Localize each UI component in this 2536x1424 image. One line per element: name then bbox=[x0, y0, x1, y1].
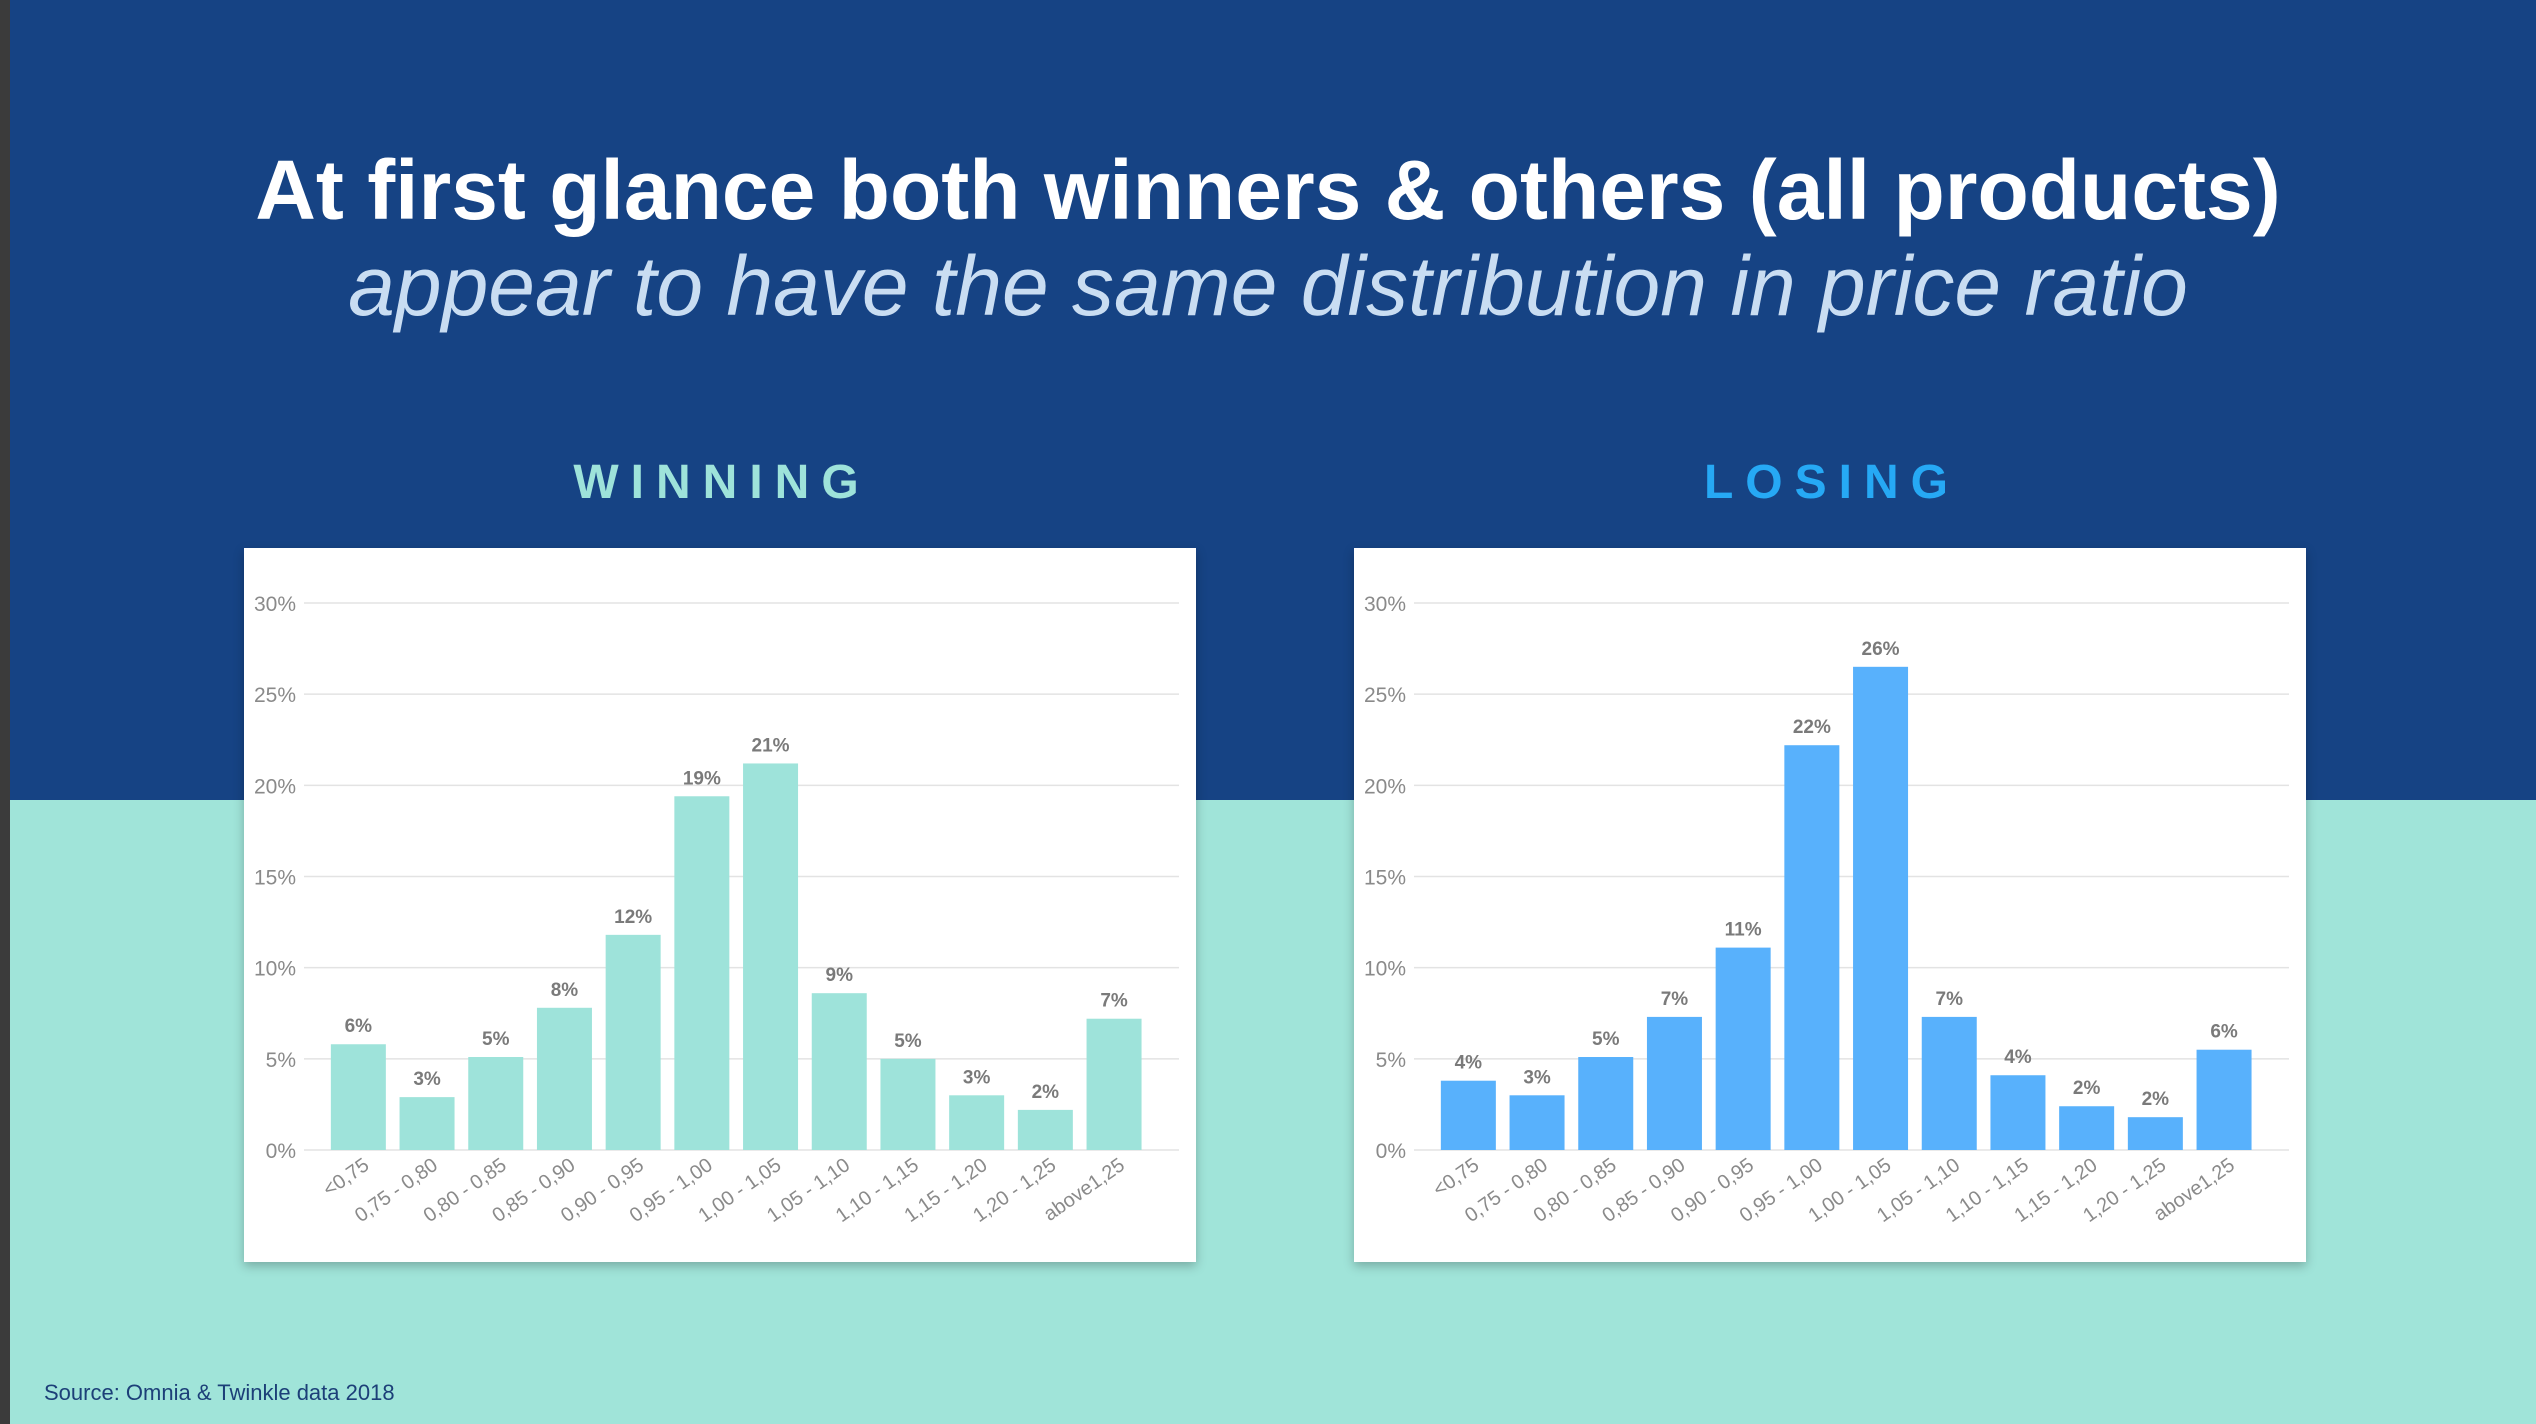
y-tick-label: 30% bbox=[1364, 593, 1406, 616]
data-label: 12% bbox=[614, 907, 652, 928]
data-label: 4% bbox=[2004, 1047, 2032, 1068]
bar bbox=[811, 993, 867, 1150]
bar bbox=[1017, 1109, 1073, 1150]
losing-label: LOSING bbox=[1703, 456, 1960, 509]
data-label: 19% bbox=[683, 768, 721, 789]
data-label: 3% bbox=[1523, 1067, 1551, 1088]
slide-subtitle: appear to have the same distribution in … bbox=[348, 239, 2188, 333]
y-tick-label: 20% bbox=[1364, 775, 1406, 798]
bar bbox=[880, 1058, 936, 1150]
bar bbox=[468, 1057, 524, 1150]
slide-title: At first glance both winners & others (a… bbox=[255, 143, 2281, 237]
y-tick-label: 20% bbox=[254, 775, 296, 798]
bar bbox=[1784, 745, 1840, 1150]
bar bbox=[1509, 1095, 1565, 1150]
bar bbox=[1646, 1016, 1702, 1150]
data-label: 7% bbox=[1100, 991, 1128, 1012]
y-tick-label: 25% bbox=[254, 684, 296, 707]
bar bbox=[743, 763, 799, 1150]
data-label: 3% bbox=[963, 1067, 991, 1088]
bar bbox=[2196, 1049, 2252, 1150]
data-label: 2% bbox=[1032, 1082, 1060, 1103]
y-tick-label: 10% bbox=[1364, 958, 1406, 981]
data-label: 6% bbox=[2210, 1022, 2238, 1043]
bar bbox=[2059, 1106, 2115, 1150]
bar bbox=[1440, 1080, 1496, 1150]
data-label: 2% bbox=[2142, 1089, 2170, 1110]
y-tick-label: 10% bbox=[254, 958, 296, 981]
bar bbox=[674, 796, 730, 1150]
winning-chart: 0%5%10%15%20%25%30%6%<0,753%0,75 - 0,805… bbox=[254, 593, 1179, 1227]
y-tick-label: 15% bbox=[1364, 867, 1406, 890]
x-tick-label: <0,75 bbox=[1429, 1154, 1483, 1201]
data-label: 22% bbox=[1793, 717, 1831, 738]
bar bbox=[1853, 666, 1909, 1150]
bar bbox=[536, 1007, 592, 1150]
data-label: 7% bbox=[1661, 989, 1689, 1010]
losing-chart-panel: 0% 5% 10% 15% 20% 25% 30% 4% <0,75 3% 0,75 - 0,80 5… bbox=[1354, 548, 2306, 1262]
bar bbox=[949, 1095, 1005, 1150]
y-tick-label: 0% bbox=[266, 1140, 296, 1163]
y-tick-label: 25% bbox=[1364, 684, 1406, 707]
bar bbox=[1578, 1057, 1634, 1150]
bar bbox=[2127, 1117, 2183, 1150]
data-label: 11% bbox=[1725, 920, 1762, 941]
data-label: 5% bbox=[482, 1029, 510, 1050]
data-label: 26% bbox=[1862, 639, 1900, 660]
bar bbox=[1990, 1075, 2046, 1150]
y-tick-label: 5% bbox=[266, 1049, 296, 1072]
bar bbox=[1715, 947, 1771, 1150]
winning-chart-panel: 0% 5% 10% 15% 20% 25% 30% 6% <0,75 3% 0,75 - 0,80 5… bbox=[244, 548, 1196, 1262]
data-label: 9% bbox=[826, 965, 854, 986]
bar bbox=[605, 934, 661, 1150]
data-label: 7% bbox=[1936, 989, 1964, 1010]
bar bbox=[399, 1097, 455, 1150]
y-tick-label: 30% bbox=[254, 593, 296, 616]
x-tick-label: <0,75 bbox=[319, 1154, 373, 1201]
data-label: 5% bbox=[1592, 1029, 1620, 1050]
data-label: 6% bbox=[345, 1016, 373, 1037]
winning-label: WINNING bbox=[573, 456, 871, 509]
data-label: 4% bbox=[1455, 1053, 1483, 1074]
bar bbox=[330, 1044, 386, 1150]
y-tick-label: 5% bbox=[1376, 1049, 1406, 1072]
data-label: 5% bbox=[894, 1031, 922, 1052]
data-label: 3% bbox=[413, 1069, 441, 1090]
source-note: Source: Omnia & Twinkle data 2018 bbox=[44, 1380, 395, 1405]
y-tick-label: 0% bbox=[1376, 1140, 1406, 1163]
y-tick-label: 15% bbox=[254, 867, 296, 890]
data-label: 8% bbox=[551, 980, 579, 1001]
data-label: 2% bbox=[2073, 1078, 2101, 1099]
losing-chart: 0%5%10%15%20%25%30%4%<0,753%0,75 - 0,805… bbox=[1364, 593, 2289, 1227]
left-edge-strip bbox=[0, 0, 10, 1424]
data-label: 21% bbox=[752, 735, 790, 756]
bar bbox=[1086, 1018, 1142, 1150]
bar bbox=[1921, 1016, 1977, 1150]
